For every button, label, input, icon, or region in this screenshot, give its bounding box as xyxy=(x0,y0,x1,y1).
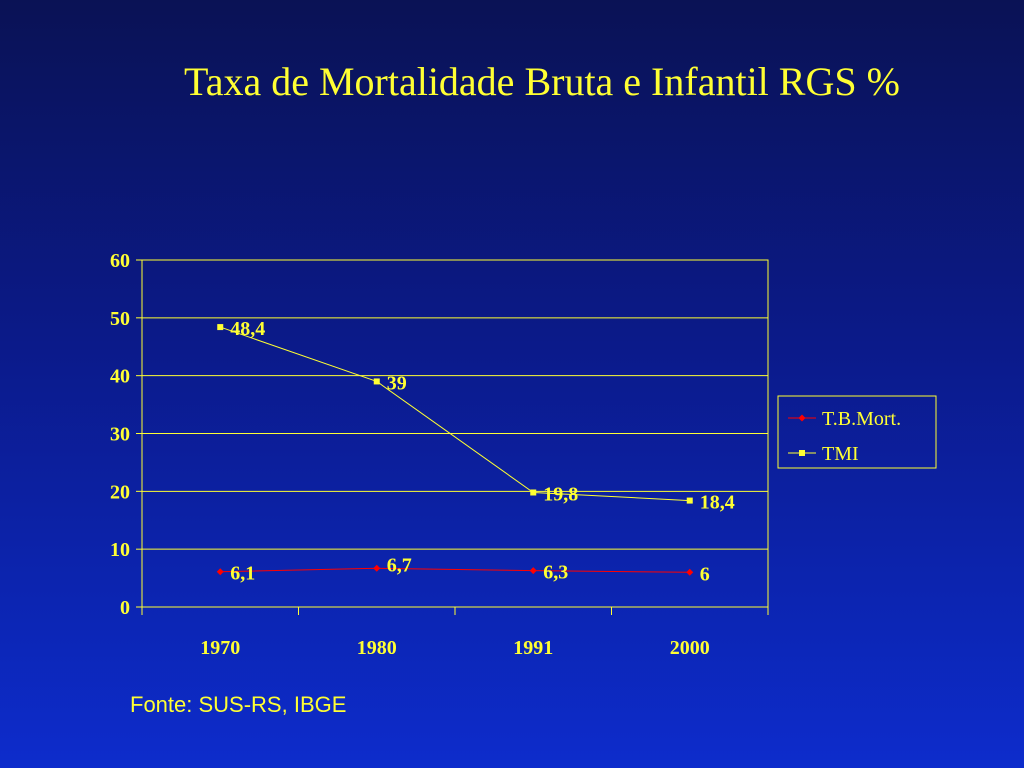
data-label: 18,4 xyxy=(700,492,735,514)
y-tick-label: 40 xyxy=(110,366,130,388)
x-tick-label: 1970 xyxy=(200,637,240,659)
data-point-tbmort xyxy=(373,564,381,572)
legend-label: TMI xyxy=(822,443,859,465)
legend-marker xyxy=(798,414,806,422)
y-tick-label: 10 xyxy=(110,539,130,561)
data-point-tmi xyxy=(373,378,380,385)
series-line-tbmort xyxy=(220,567,690,573)
data-label: 6,1 xyxy=(230,563,255,585)
y-tick-label: 60 xyxy=(110,250,130,272)
x-tick-label: 2000 xyxy=(670,637,710,659)
data-point-tbmort xyxy=(529,567,537,575)
data-point-tmi xyxy=(686,497,693,504)
y-tick-label: 50 xyxy=(110,308,130,330)
x-tick-label: 1991 xyxy=(513,637,553,659)
data-point-tmi xyxy=(530,489,537,496)
legend-marker xyxy=(799,450,805,456)
data-label: 6,7 xyxy=(387,554,412,576)
y-tick-label: 30 xyxy=(110,424,130,446)
data-point-tmi xyxy=(217,324,224,331)
source-note: Fonte: SUS-RS, IBGE xyxy=(130,692,347,717)
legend-label: T.B.Mort. xyxy=(822,408,901,430)
legend-box xyxy=(777,395,937,469)
data-label: 6,3 xyxy=(543,562,568,584)
data-label: 39 xyxy=(387,372,407,394)
slide-title: Taxa de Mortalidade Bruta e Infantil RGS… xyxy=(184,59,900,104)
data-point-tbmort xyxy=(686,568,694,576)
data-label: 19,8 xyxy=(543,483,578,505)
data-label: 48,4 xyxy=(230,318,265,340)
data-point-tbmort xyxy=(216,568,224,576)
x-tick-label: 1980 xyxy=(357,637,397,659)
y-tick-label: 0 xyxy=(120,597,130,619)
y-tick-label: 20 xyxy=(110,481,130,503)
data-label: 6 xyxy=(700,563,710,585)
series-line-tmi xyxy=(220,326,690,502)
